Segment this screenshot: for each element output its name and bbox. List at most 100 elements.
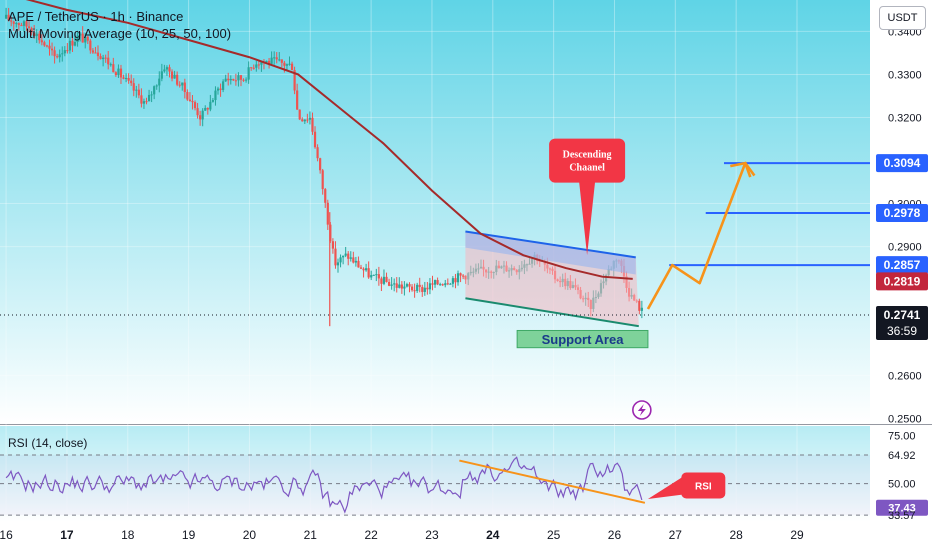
axis-layer: 0.34000.33000.32000.30000.29000.26000.25… [0, 26, 928, 542]
level-price-label: 0.2857 [884, 258, 921, 272]
overlay-layer: Support Area Descending Chaanel [0, 0, 870, 420]
candle-body [10, 20, 13, 22]
candle-body [334, 248, 337, 266]
candle-body [459, 273, 462, 276]
candle-body [288, 63, 291, 65]
candle-body [150, 94, 153, 96]
candle-body [135, 89, 138, 91]
candle-body [173, 74, 176, 79]
candle-body [280, 59, 283, 63]
candle-body [446, 283, 449, 285]
candle-body [439, 284, 442, 286]
candle-body [456, 273, 460, 283]
candle-body [99, 56, 102, 60]
candle-body [436, 280, 439, 285]
candle-body [38, 33, 41, 41]
candle-body [387, 281, 391, 286]
candle-body [260, 62, 263, 65]
rsi-callout-box [681, 472, 726, 499]
candle-body [40, 40, 43, 43]
main-pane-background [0, 0, 870, 423]
chart-header: APE / TetherUS · 1h · Binance Multi Movi… [8, 8, 231, 42]
candle-body [329, 224, 332, 242]
candle-body [344, 253, 347, 256]
candle-body [20, 25, 23, 27]
symbol-title[interactable]: APE / TetherUS · 1h · Binance [8, 9, 184, 24]
candle-body [66, 50, 69, 52]
candle-body [102, 57, 105, 60]
candle-body [114, 72, 117, 75]
level-price-label: 0.2978 [884, 206, 921, 220]
candle-body [454, 278, 457, 283]
candle-body [43, 42, 46, 46]
candle-body [84, 36, 87, 43]
rsi-current-tag [876, 499, 928, 516]
candle-body [372, 274, 375, 276]
indicator-title[interactable]: Multi Moving Average (10, 25, 50, 100) [8, 26, 232, 41]
candle-body [359, 267, 363, 269]
time-tick-label: 21 [304, 528, 318, 542]
candle-body [206, 107, 209, 110]
time-tick-label: 28 [729, 528, 743, 542]
candle-body [416, 284, 419, 291]
last-price-label: 0.2741 [884, 308, 921, 322]
candle-body [324, 189, 327, 203]
candle-body [204, 107, 207, 111]
candle-body [285, 64, 289, 66]
time-tick-label: 19 [182, 528, 196, 542]
candle-body [250, 67, 253, 69]
candle-body [336, 262, 340, 266]
time-tick-label: 20 [243, 528, 257, 542]
time-tick-label: 22 [364, 528, 378, 542]
candle-body [244, 79, 248, 81]
candle-body [147, 94, 151, 102]
candle-body [170, 71, 174, 79]
candle-body [316, 147, 319, 159]
candle-body [45, 45, 49, 47]
rsi-tick-label: 33.57 [888, 510, 916, 522]
candle-body [331, 241, 335, 249]
candle-body [321, 170, 324, 190]
candle-body [313, 131, 317, 148]
candle-body [296, 90, 299, 110]
candle-body [17, 23, 20, 26]
candle-body [239, 75, 243, 80]
candle-body [112, 64, 115, 73]
projection-path [646, 161, 756, 310]
candle-body [319, 158, 322, 171]
candle-body [342, 255, 345, 258]
lightning-glyph [637, 404, 646, 416]
channel-bottom-line [465, 297, 639, 328]
candle-body [375, 274, 378, 276]
candle-body [124, 77, 128, 79]
callout-text-line1: Descending [563, 150, 612, 161]
candle-body [311, 117, 314, 132]
candle-body [252, 67, 255, 69]
candle-body [137, 89, 140, 96]
candle-body [50, 48, 54, 51]
candle-body [451, 278, 455, 284]
time-tick-label: 29 [790, 528, 804, 542]
candle-body [4, 14, 8, 19]
price-tick-label: 0.2600 [888, 371, 922, 383]
candle-body [444, 283, 447, 286]
candle-body [216, 88, 220, 91]
candle-body [73, 42, 77, 46]
candle-body [12, 21, 15, 24]
candle-body [229, 78, 232, 81]
rsi-tick-label: 50.00 [888, 479, 916, 491]
rsi-title[interactable]: RSI (14, close) [8, 436, 88, 450]
candle-body [122, 77, 125, 79]
candle-body [270, 57, 273, 64]
time-tick-label: 24 [486, 528, 500, 542]
candle-body [339, 257, 342, 263]
currency-button[interactable]: USDT [879, 6, 926, 30]
candle-body [423, 287, 426, 292]
candle-body [255, 64, 258, 68]
candle-body [290, 63, 294, 71]
candle-body [130, 80, 133, 84]
candle-body [35, 33, 38, 37]
ma-price-tag [876, 272, 928, 291]
